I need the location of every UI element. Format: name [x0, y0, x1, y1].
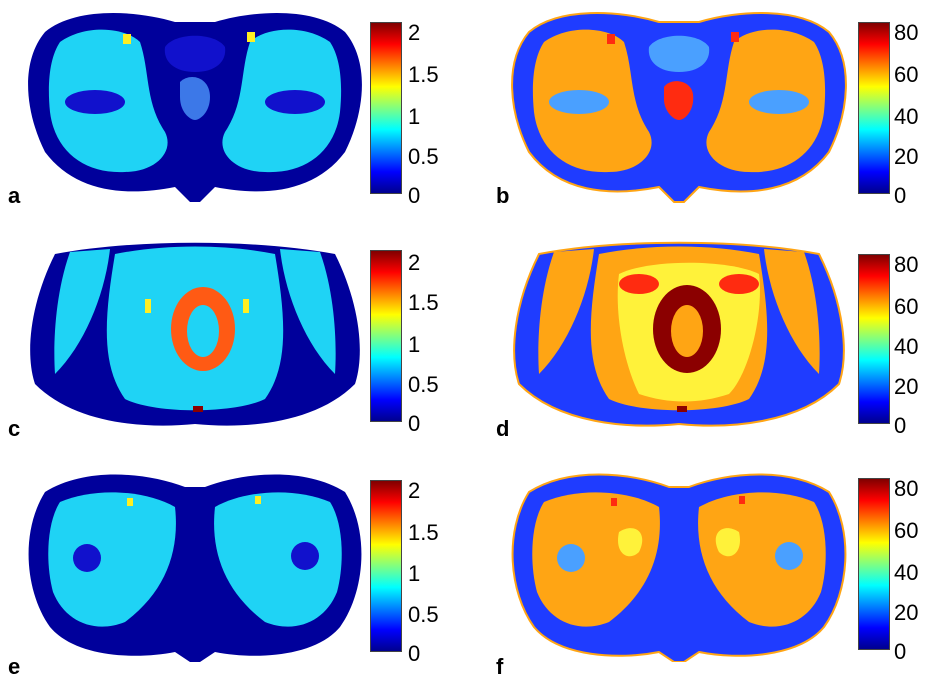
left-iliac-hotspot: [619, 274, 659, 294]
pelvis-scan-middle-high-scale: [513, 241, 845, 427]
right-femur: [775, 542, 803, 570]
left-vessel: [611, 498, 617, 506]
colorbar-tick: 80: [894, 20, 919, 45]
colorbar-tick: 1.5: [408, 290, 439, 315]
colorbar-tick: 20: [894, 600, 919, 625]
colorbar-f: [858, 478, 890, 650]
bright-tissue: [618, 528, 740, 557]
panel-d: d 80 60 40 20 0: [466, 228, 932, 456]
left-thigh-tissue: [532, 492, 660, 627]
colorbar-tick: 80: [894, 476, 919, 501]
panel-e: e 2 1.5 1 0.5 0: [0, 456, 466, 684]
colorbar-tick: 0: [894, 413, 907, 438]
colorbar-tick: 2: [408, 250, 421, 275]
right-femoral-head: [265, 90, 325, 114]
pelvis-scan-lower-high-scale: [511, 473, 847, 662]
right-vessel: [243, 299, 249, 313]
panel-label-e: e: [8, 654, 21, 679]
colorbar-tick: 1.5: [408, 520, 439, 545]
colorbar-tick: 0: [894, 639, 907, 664]
colorbar-tick: 1: [408, 561, 421, 586]
colorbar-tick: 1: [408, 104, 421, 129]
colorbar-tick: 0: [408, 183, 421, 208]
right-thigh-tissue: [214, 492, 342, 627]
colorbar-tick: 0.5: [408, 372, 439, 397]
left-vessel: [607, 34, 615, 44]
rectum-lumen: [671, 305, 703, 357]
colorbar-c: [370, 250, 402, 422]
colorbar-tick: 40: [894, 334, 919, 359]
right-vessel: [739, 496, 745, 504]
colorbar-tick: 40: [894, 104, 919, 129]
colorbar-tick: 0: [894, 183, 907, 208]
right-iliac-hotspot: [719, 274, 759, 294]
bladder: [164, 35, 226, 72]
panel-label-a: a: [8, 183, 21, 208]
pelvis-scan-upper-low-scale: [28, 12, 362, 202]
panel-f: f 80 60 40 20 0: [466, 456, 932, 684]
colorbar-tick: 20: [894, 144, 919, 169]
colorbar-tick: 1.5: [408, 62, 439, 87]
panel-a: a 2 1.5 1 0.5 0: [0, 0, 466, 228]
central-tissue: [180, 77, 210, 120]
right-femur: [291, 542, 319, 570]
colorbar-tick: 0: [408, 411, 421, 436]
bladder: [648, 35, 710, 72]
rectum-lumen: [187, 305, 219, 357]
left-femoral-head: [549, 90, 609, 114]
colorbar-tick: 60: [894, 294, 919, 319]
colorbar-tick: 60: [894, 62, 919, 87]
right-femoral-head: [749, 90, 809, 114]
right-vessel: [255, 496, 261, 504]
panel-label-c: c: [8, 416, 21, 441]
colorbar-tick: 0.5: [408, 144, 439, 169]
panel-label-f: f: [496, 654, 504, 679]
panel-label-d: d: [496, 416, 510, 441]
right-thigh-tissue: [698, 492, 826, 627]
left-thigh-tissue: [48, 492, 176, 627]
colorbar-e: [370, 480, 402, 652]
colorbar-tick: 0.5: [408, 602, 439, 627]
left-femoral-head: [65, 90, 125, 114]
colorbar-tick: 0: [408, 641, 421, 666]
right-vessel: [247, 32, 255, 42]
colorbar-a: [370, 22, 402, 194]
panel-b: b 80 60 40 20 0: [466, 0, 932, 228]
pelvis-scan-upper-high-scale: [511, 12, 847, 203]
left-vessel: [145, 299, 151, 313]
central-hotspot: [663, 81, 694, 120]
colorbar-d: [858, 254, 890, 424]
pelvis-scan-lower-low-scale: [28, 474, 362, 662]
left-vessel: [123, 34, 131, 44]
left-femur: [557, 544, 585, 572]
left-vessel: [127, 498, 133, 506]
colorbar-b: [858, 22, 890, 194]
colorbar-tick: 60: [894, 518, 919, 543]
colorbar-tick: 40: [894, 560, 919, 585]
left-femur: [73, 544, 101, 572]
colorbar-tick: 2: [408, 478, 421, 503]
colorbar-tick: 20: [894, 374, 919, 399]
sacrum-hotspot: [193, 406, 203, 412]
colorbar-tick: 80: [894, 252, 919, 277]
pelvis-scan-middle-low-scale: [30, 242, 360, 426]
colorbar-tick: 2: [408, 20, 421, 45]
panel-c: c 2 1.5 1 0.5 0: [0, 228, 466, 456]
right-vessel: [731, 32, 739, 42]
panel-label-b: b: [496, 183, 510, 208]
colorbar-tick: 1: [408, 332, 421, 357]
sacrum-hotspot: [677, 406, 687, 412]
